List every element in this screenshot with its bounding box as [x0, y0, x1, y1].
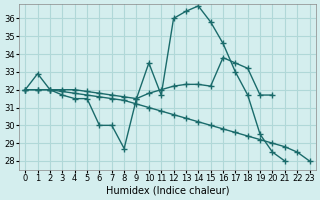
X-axis label: Humidex (Indice chaleur): Humidex (Indice chaleur) [106, 186, 229, 196]
